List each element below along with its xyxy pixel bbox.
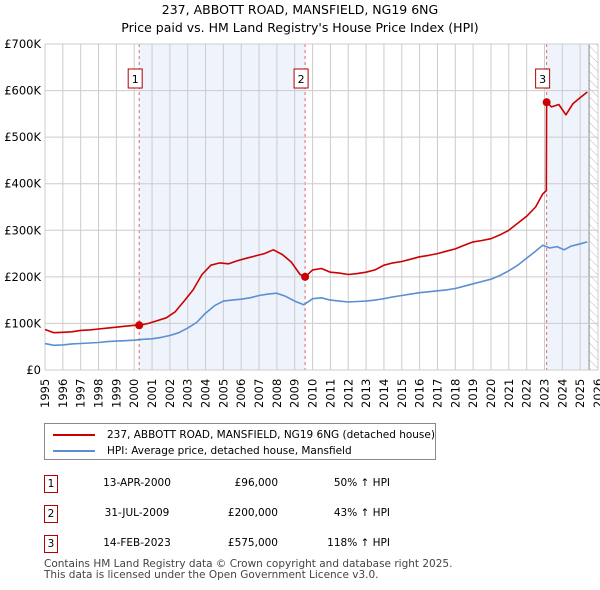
x-tick-label: 1997 [74,379,88,408]
y-tick-label: £200K [4,270,41,284]
y-tick-label: £300K [4,223,41,237]
transaction-hpi: 43% ↑ HPI [333,507,390,519]
sale-label-text: 2 [298,73,305,86]
chart-title: 237, ABBOTT ROAD, MANSFIELD, NG19 6NG [161,2,439,17]
y-tick-label: £100K [4,316,41,330]
transaction-number: 1 [44,475,58,493]
shaded-period [139,44,306,370]
transaction-date: 13-APR-2000 [103,477,171,489]
y-tick-label: £400K [4,177,41,191]
x-tick-label: 2018 [448,379,462,408]
transaction-row: 2 31-JUL-2009 £200,000 43% ↑ HPI [44,505,464,525]
sale-point [542,98,551,107]
x-tick-label: 2015 [395,379,409,408]
legend-swatch-blue [53,450,95,452]
x-tick-label: 2009 [288,379,302,408]
transaction-date: 14-FEB-2023 [103,537,171,549]
legend-label: HPI: Average price, detached house, Mans… [107,445,352,457]
transaction-price: £200,000 [227,507,278,519]
forecast-hatch [589,44,598,370]
footer-line-1: Contains HM Land Registry data © Crown c… [44,558,453,570]
x-tick-label: 2022 [520,379,534,408]
sale-label-box [293,68,309,89]
transaction-price: £575,000 [227,537,278,549]
x-tick-label: 2002 [163,379,177,408]
x-tick-label: 2014 [377,379,391,408]
x-tick-label: 2024 [555,379,569,408]
x-tick-label: 2016 [413,379,427,408]
x-tick-label: 1996 [56,379,70,408]
sale-label-box [535,68,551,89]
x-tick-label: 2000 [127,379,141,408]
legend-item-hpi: HPI: Average price, detached house, Mans… [53,443,352,459]
x-tick-label: 2023 [537,379,551,408]
y-tick-label: £600K [4,84,41,98]
x-tick-label: 2012 [341,379,355,408]
x-tick-label: 1998 [92,379,106,408]
x-tick-label: 2001 [145,379,159,408]
sale-point [135,321,144,330]
legend-swatch-red [53,434,95,436]
x-tick-label: 2025 [573,379,587,408]
y-tick-label: £0 [26,363,41,377]
x-tick-label: 2026 [591,379,600,408]
transaction-number: 2 [44,505,58,523]
y-tick-label: £500K [4,130,41,144]
attribution-footer: Contains HM Land Registry data © Crown c… [44,559,452,581]
sale-label-text: 1 [132,73,139,86]
x-tick-label: 2008 [270,379,284,408]
x-tick-label: 2021 [502,379,516,408]
legend-label: 237, ABBOTT ROAD, MANSFIELD, NG19 6NG (d… [107,429,435,441]
transaction-hpi: 118% ↑ HPI [327,537,390,549]
sale-point [301,272,310,281]
x-tick-label: 1995 [38,379,52,408]
transaction-number: 3 [44,535,58,553]
x-tick-label: 2007 [252,379,266,408]
chart-legend: 237, ABBOTT ROAD, MANSFIELD, NG19 6NG (d… [44,423,436,460]
x-tick-label: 2004 [199,379,213,408]
x-tick-label: 2019 [466,379,480,408]
x-tick-label: 2020 [484,379,498,408]
x-tick-label: 2011 [323,379,337,408]
footer-line-2: This data is licensed under the Open Gov… [44,569,379,581]
property-series-line [45,91,588,334]
x-tick-label: 2005 [216,379,230,408]
x-tick-label: 1999 [109,379,123,408]
x-tick-label: 2010 [306,379,320,408]
sale-label-box [127,68,143,89]
hpi-series-line [45,241,588,347]
x-tick-label: 2003 [181,379,195,408]
x-tick-label: 2006 [234,379,248,408]
shaded-period [546,44,590,370]
chart-subtitle: Price paid vs. HM Land Registry's House … [121,20,479,35]
transaction-hpi: 50% ↑ HPI [333,477,390,489]
x-tick-label: 2013 [359,379,373,408]
transaction-row: 3 14-FEB-2023 £575,000 118% ↑ HPI [44,535,464,555]
price-chart: 1995 1996 1997 1998 1999 2000 2001 2002 2003 2004… [4,37,600,408]
sale-label-text: 3 [539,73,546,86]
x-tick-label: 2017 [430,379,444,408]
legend-item-property: 237, ABBOTT ROAD, MANSFIELD, NG19 6NG (d… [53,427,435,443]
transaction-price: £96,000 [234,477,278,489]
y-tick-label: £700K [4,37,41,51]
transaction-date: 31-JUL-2009 [104,507,170,519]
transaction-row: 1 13-APR-2000 £96,000 50% ↑ HPI [44,475,464,495]
